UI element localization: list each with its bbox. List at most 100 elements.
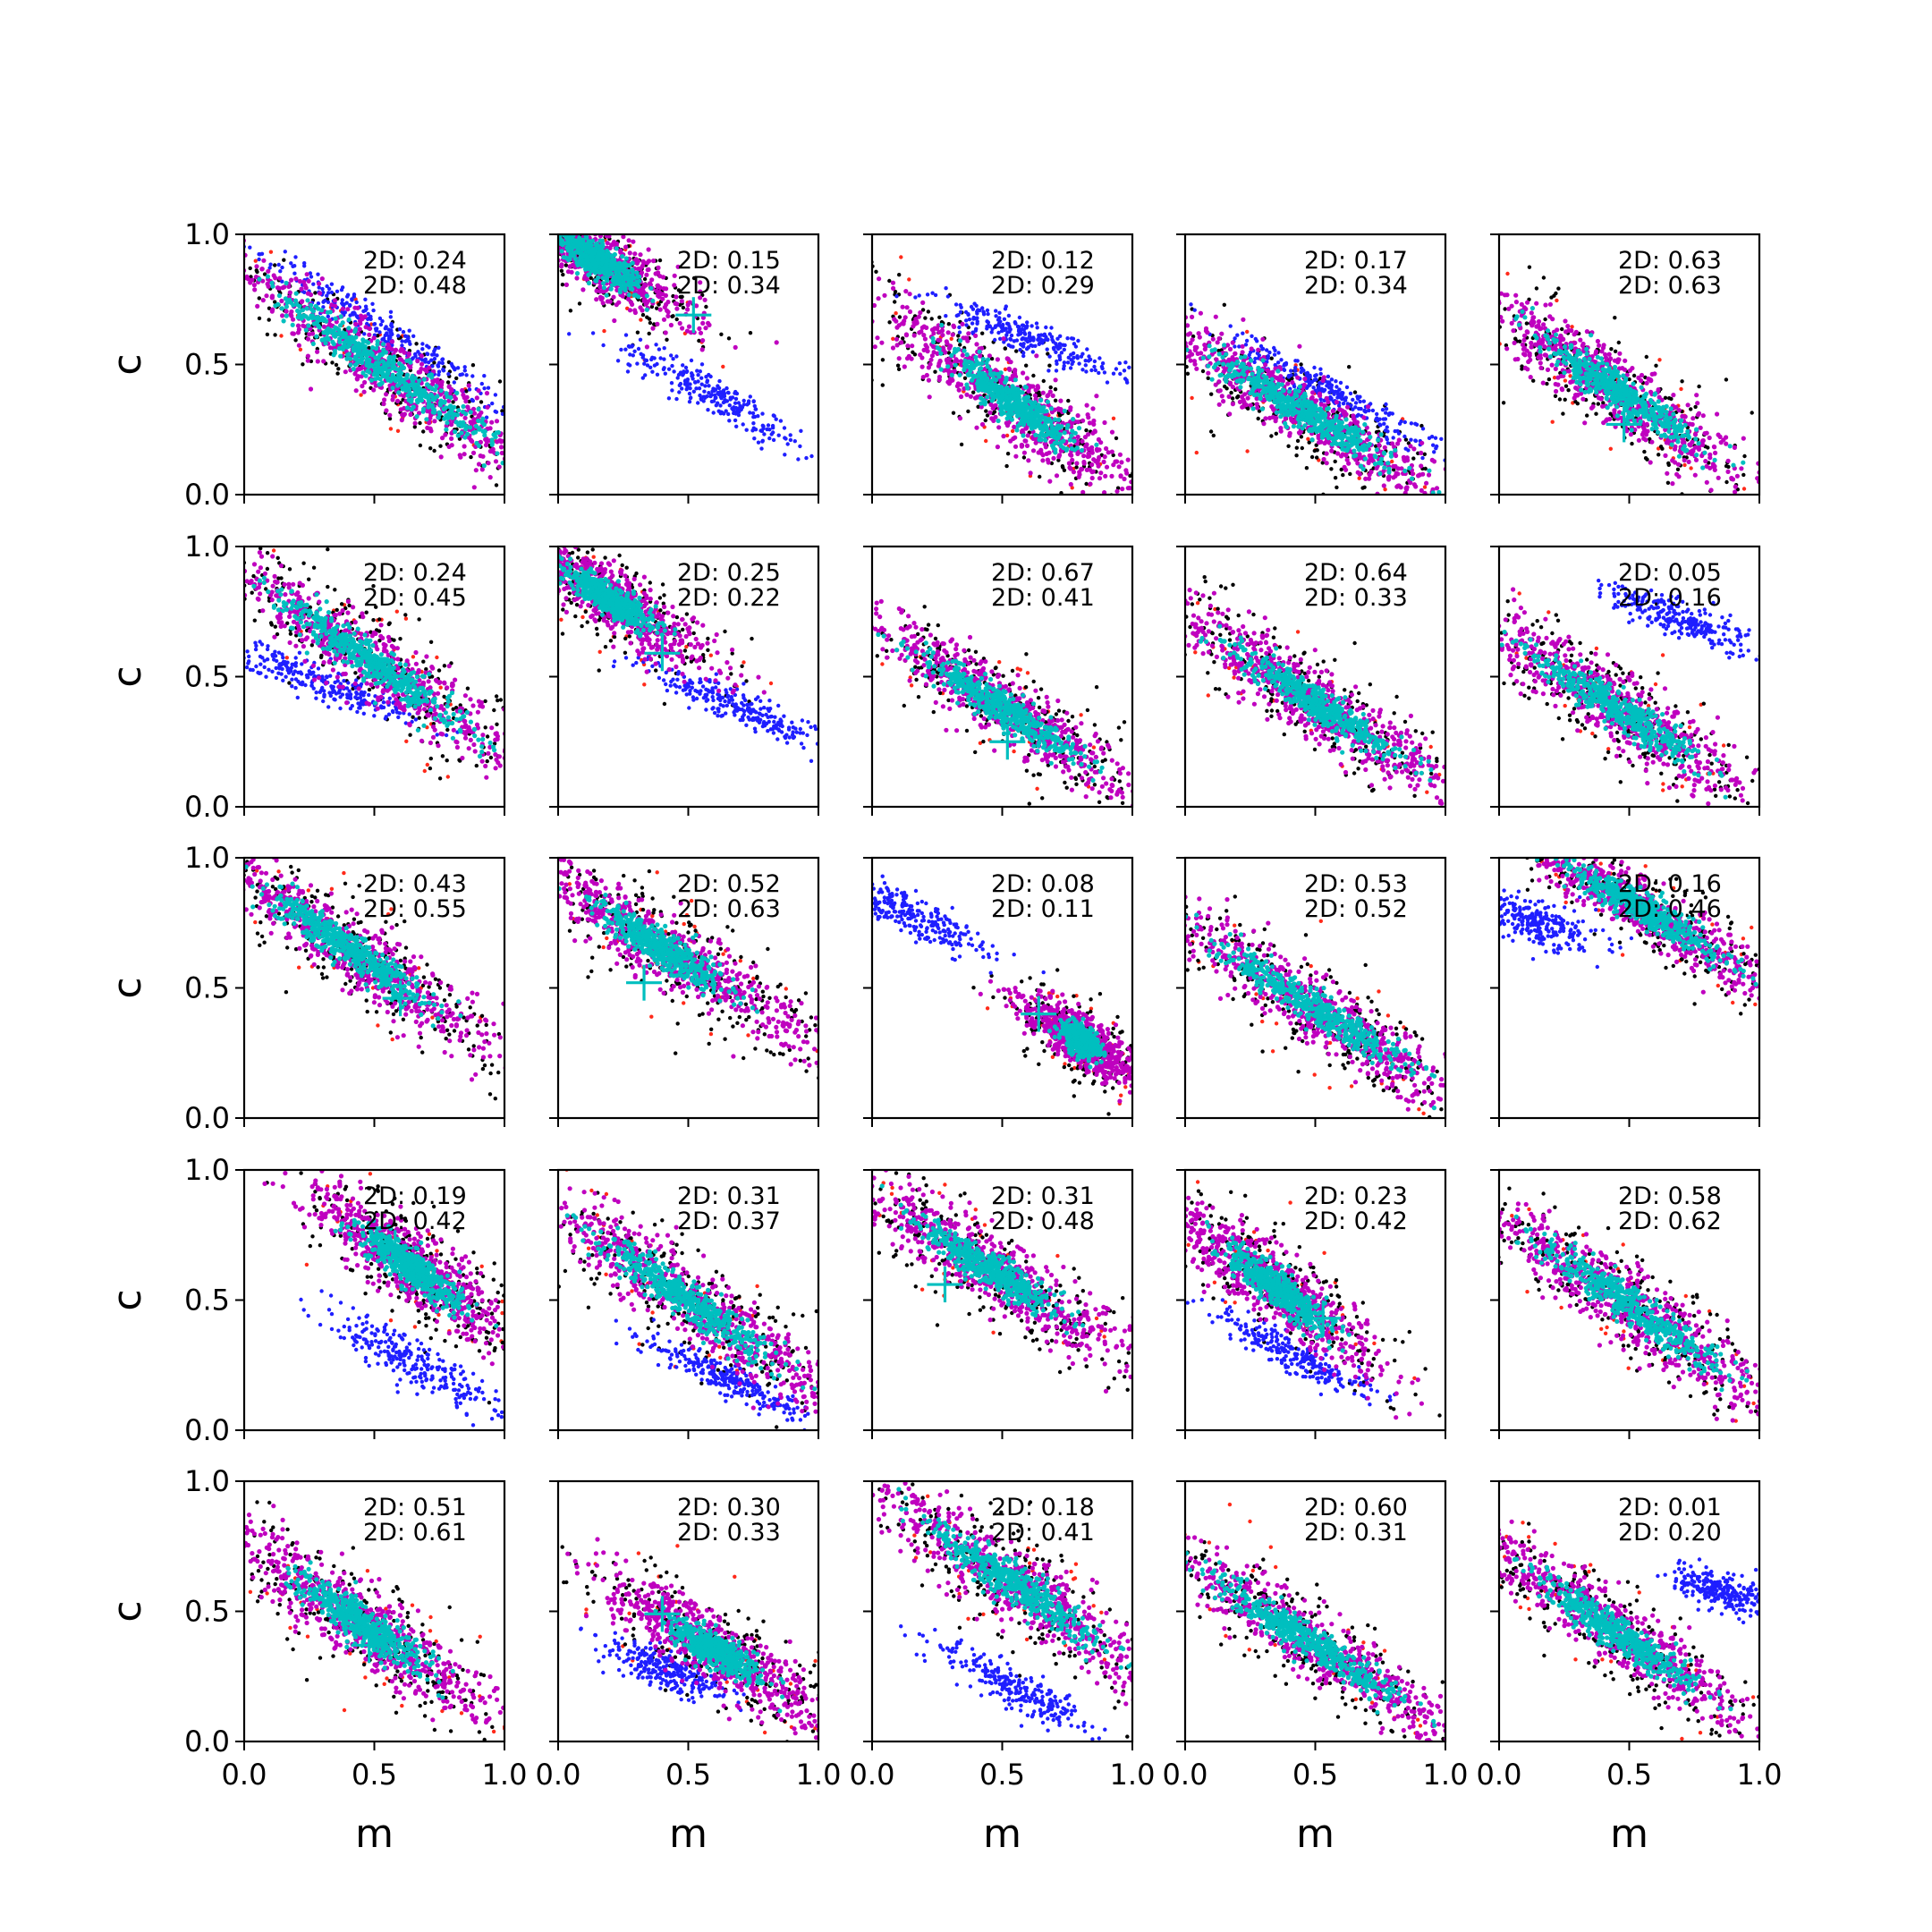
red-point: [721, 365, 724, 369]
black-point: [887, 320, 891, 324]
blue-point: [692, 390, 696, 394]
blue-point: [789, 433, 792, 436]
cyan-point: [445, 394, 450, 399]
magenta-point: [1111, 462, 1115, 467]
magenta-point: [864, 326, 869, 330]
magenta-point: [458, 453, 462, 457]
black-point: [881, 358, 885, 361]
blue-point: [1171, 390, 1174, 394]
magenta-point: [540, 220, 545, 225]
blue-point: [783, 426, 786, 429]
cyan-point: [205, 262, 209, 267]
blue-point: [398, 327, 402, 331]
blue-point: [689, 396, 692, 400]
blue-point: [480, 382, 484, 386]
magenta-point: [674, 301, 678, 306]
blue-point: [752, 436, 756, 440]
blue-point: [302, 291, 306, 294]
magenta-point: [419, 362, 424, 367]
cyan-point: [566, 258, 571, 262]
blue-point: [1127, 366, 1131, 369]
cyan-point: [637, 279, 641, 284]
magenta-point: [544, 214, 548, 218]
black-point: [550, 268, 554, 272]
blue-point: [635, 361, 639, 365]
magenta-point: [164, 216, 168, 221]
blue-point: [974, 327, 978, 331]
magenta-point: [918, 310, 922, 315]
cyan-point: [456, 408, 461, 412]
magenta-point: [904, 332, 909, 336]
magenta-point: [450, 443, 454, 447]
black-point: [534, 434, 538, 437]
black-point: [555, 214, 558, 217]
black-point: [313, 291, 317, 294]
blue-point: [302, 264, 306, 267]
magenta-point: [1047, 479, 1052, 484]
cyan-point: [476, 419, 480, 423]
cyan-point: [320, 338, 325, 343]
blue-point: [470, 374, 474, 377]
black-point: [549, 447, 553, 451]
cyan-point: [549, 241, 554, 245]
magenta-point: [386, 344, 391, 349]
cyan-point: [337, 346, 342, 351]
blue-point: [340, 301, 343, 305]
black-point: [671, 314, 674, 318]
blue-point: [361, 309, 365, 313]
blue-point: [311, 283, 315, 286]
magenta-point: [569, 226, 573, 231]
y-tick-label: 0.0: [184, 478, 230, 512]
magenta-point: [534, 246, 538, 250]
cyan-point: [301, 308, 305, 312]
magenta-point: [553, 235, 557, 240]
magenta-point: [530, 471, 534, 476]
blue-point: [981, 309, 985, 313]
magenta-point: [1102, 420, 1106, 425]
black-point: [237, 276, 241, 280]
blue-point: [1118, 372, 1122, 376]
black-point: [1191, 486, 1194, 489]
cyan-point: [473, 430, 478, 435]
magenta-point: [685, 307, 690, 311]
black-point: [267, 318, 271, 321]
blue-point: [380, 337, 384, 341]
cyan-point: [334, 317, 338, 321]
magenta-point: [974, 426, 979, 430]
black-point: [538, 244, 541, 248]
magenta-point: [363, 314, 368, 318]
magenta-point: [554, 227, 558, 232]
blue-point: [913, 295, 917, 299]
blue-point: [843, 453, 846, 457]
magenta-point: [219, 291, 224, 295]
blue-point: [513, 410, 517, 413]
blue-point: [289, 261, 292, 265]
blue-point: [650, 356, 654, 360]
cyan-point: [480, 429, 485, 434]
blue-point: [955, 314, 959, 318]
magenta-point: [561, 229, 565, 233]
black-point: [505, 439, 509, 443]
cyan-point: [624, 256, 629, 260]
magenta-point: [1036, 386, 1040, 390]
magenta-point: [548, 268, 553, 273]
blue-point: [1097, 371, 1100, 375]
black-point: [719, 333, 723, 336]
magenta-point: [645, 260, 649, 265]
blue-point: [388, 330, 392, 334]
blue-point: [1019, 327, 1022, 331]
magenta-point: [508, 177, 513, 182]
magenta-point: [390, 397, 394, 402]
blue-point: [970, 305, 973, 309]
cyan-point: [957, 373, 962, 377]
blue-point: [772, 438, 775, 442]
magenta-point: [940, 328, 945, 333]
cyan-point: [601, 275, 606, 280]
black-point: [505, 192, 509, 196]
magenta-point: [382, 397, 386, 402]
cyan-point: [367, 365, 371, 369]
magenta-point: [530, 217, 534, 222]
magenta-point: [1172, 496, 1176, 501]
cyan-point: [601, 259, 606, 264]
blue-point: [696, 401, 699, 404]
